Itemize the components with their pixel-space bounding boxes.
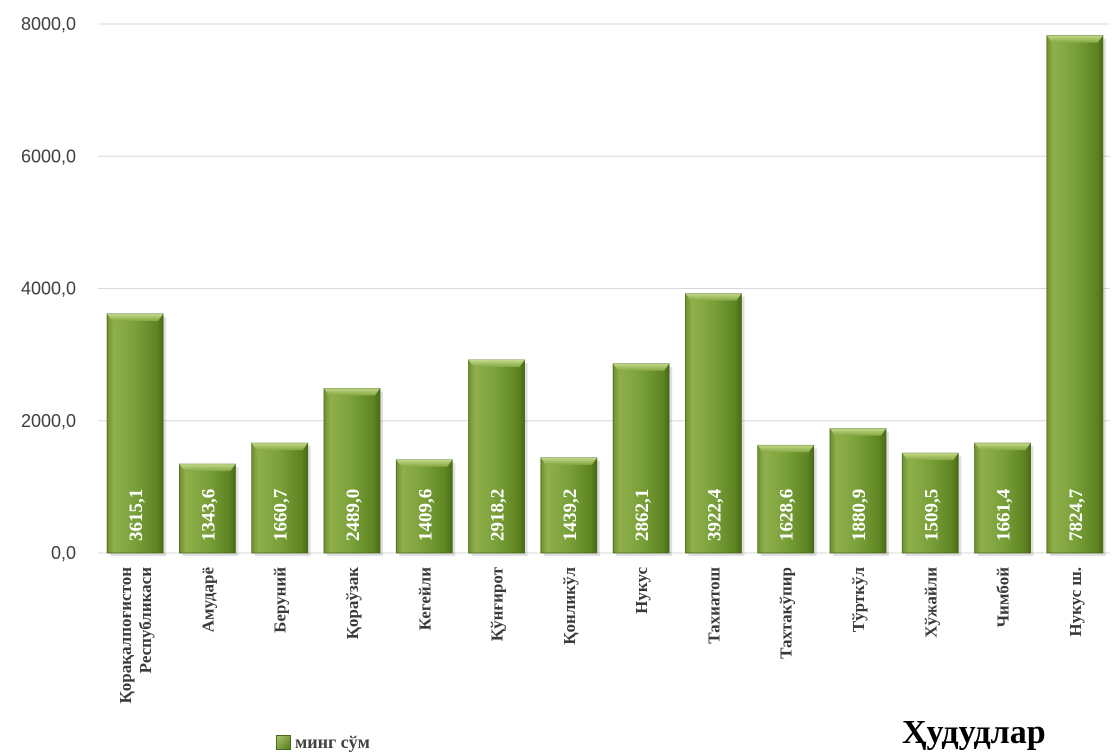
bar	[685, 293, 745, 556]
x-category-label: Амударё	[198, 567, 217, 633]
bar-body	[685, 293, 742, 554]
bar	[179, 463, 239, 556]
data-label: 1660,7	[271, 488, 292, 541]
y-tick-label: 2000,0	[21, 411, 76, 431]
y-tick-label: 6000,0	[21, 146, 76, 166]
bar	[974, 442, 1034, 556]
data-label: 1409,6	[415, 489, 436, 541]
bar	[612, 363, 673, 556]
bar-bevel	[251, 443, 308, 451]
x-category-line: Республикаси	[136, 567, 155, 674]
bar-bevel	[468, 360, 525, 368]
x-category-label: Нукус	[632, 567, 651, 614]
bar-bevel	[396, 459, 453, 467]
bar-body	[106, 313, 164, 554]
bar	[1046, 35, 1106, 556]
x-category-line: Тахтакўпир	[777, 567, 796, 659]
x-category-label: Чимбой	[994, 567, 1013, 628]
x-axis-title: Ҳудудлар	[902, 714, 1046, 751]
bar	[901, 452, 962, 556]
bar-body	[468, 359, 525, 554]
x-category-label: Қораўзак	[343, 567, 362, 640]
bar	[468, 359, 528, 556]
bar-bevel	[974, 443, 1031, 451]
legend: минг сўм	[276, 732, 370, 753]
data-label: 1439,2	[560, 489, 581, 541]
bar-body	[974, 442, 1031, 554]
bar-bevel	[107, 313, 164, 321]
x-category-label: Тўрткўл	[849, 567, 868, 633]
x-category-label: Тахтакўпир	[777, 567, 796, 659]
x-category-line: Хўжайли	[921, 567, 940, 638]
bar-bevel	[830, 428, 886, 436]
bar-body	[251, 442, 309, 554]
bar-body	[540, 457, 598, 554]
bar-body	[757, 444, 815, 554]
x-axis-categories: ҚорақалпоғистонРеспубликаси Амударё Беруни…	[116, 566, 1085, 703]
legend-label: минг сўм	[295, 732, 370, 752]
x-category-label: Беруний	[271, 567, 290, 633]
bar-bevel	[179, 464, 236, 472]
bar-bevel	[1046, 35, 1103, 43]
x-category-line: Қонликўл	[560, 567, 579, 645]
bars: 3615,1 1343,6 1660,7 2489,0 1409,6 2918,2 1439…	[106, 35, 1106, 556]
bar-bevel	[613, 363, 670, 371]
x-category-line: Қўнғирот	[488, 566, 507, 641]
bar-bevel	[685, 293, 742, 301]
x-category-label: ҚорақалпоғистонРеспубликаси	[116, 567, 155, 704]
legend-swatch	[276, 735, 291, 750]
data-label: 3922,4	[704, 488, 725, 541]
bar-body	[395, 459, 453, 554]
data-label: 2862,1	[632, 489, 653, 541]
x-category-label: Хўжайли	[921, 567, 940, 638]
data-label: 1661,4	[994, 488, 1015, 541]
x-category-line: Қораўзак	[343, 567, 362, 640]
x-category-label: Тахиатош	[704, 567, 723, 644]
x-category-line: Кегейли	[415, 567, 434, 631]
data-label: 2918,2	[488, 489, 509, 541]
x-category-line: Беруний	[271, 567, 290, 633]
x-category-line: Чимбой	[994, 567, 1013, 628]
x-category-label: Кегейли	[415, 567, 434, 631]
x-category-line: Қорақалпоғистон	[116, 567, 135, 704]
y-axis-ticks: 0,0 2000,0 4000,0 6000,0 8000,0	[21, 14, 76, 563]
data-label: 2489,0	[343, 489, 364, 541]
bar	[395, 459, 456, 556]
bar	[106, 313, 167, 556]
y-tick-label: 4000,0	[21, 279, 76, 299]
bar	[829, 428, 889, 556]
bar-body	[612, 363, 670, 554]
y-tick-label: 0,0	[51, 543, 76, 563]
x-category-label: Қонликўл	[560, 567, 579, 645]
data-label: 1880,9	[849, 489, 870, 541]
bar	[251, 442, 311, 556]
bar-body	[179, 463, 236, 554]
data-label: 1343,6	[198, 489, 219, 541]
bar	[757, 444, 817, 556]
data-label: 3615,1	[126, 489, 147, 541]
x-category-line: Амударё	[198, 567, 217, 633]
bar-bevel	[902, 453, 959, 461]
bar-bevel	[540, 457, 597, 465]
data-label: 7824,7	[1066, 488, 1087, 541]
x-category-line: Нукус ш.	[1066, 567, 1085, 637]
x-category-label: Қўнғирот	[488, 566, 507, 641]
bar	[323, 388, 383, 556]
x-category-label: Нукус ш.	[1066, 567, 1085, 637]
bar	[540, 457, 600, 556]
bar-body	[1046, 35, 1104, 554]
bar-bevel	[324, 388, 380, 396]
data-label: 1628,6	[777, 489, 798, 541]
x-category-line: Тахиатош	[704, 567, 723, 644]
bar-bevel	[757, 445, 814, 453]
x-category-line: Тўрткўл	[849, 567, 868, 633]
x-category-line: Нукус	[632, 567, 651, 614]
bar-body	[829, 428, 887, 554]
bar-body	[901, 452, 959, 554]
y-tick-label: 8000,0	[21, 14, 76, 34]
data-label: 1509,5	[921, 489, 942, 541]
